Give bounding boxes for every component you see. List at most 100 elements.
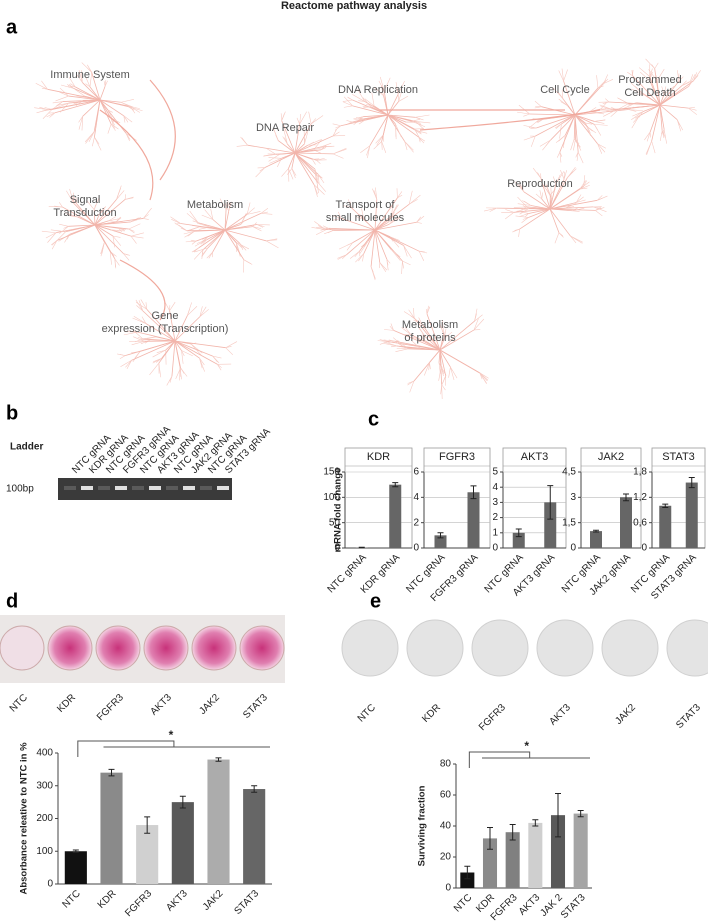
bar: [544, 502, 557, 548]
twig: [192, 220, 199, 224]
twig: [320, 147, 327, 151]
twig: [236, 144, 248, 147]
twig: [575, 138, 582, 151]
twig: [602, 101, 610, 104]
branch: [207, 229, 226, 249]
branch: [294, 143, 305, 154]
twig: [545, 139, 551, 147]
branch: [224, 214, 248, 231]
well-label: NTC: [356, 702, 378, 724]
twig: [314, 221, 326, 230]
twig: [354, 118, 364, 120]
branch: [294, 152, 318, 182]
twig: [358, 100, 365, 102]
branch: [387, 93, 399, 116]
twig: [404, 141, 414, 153]
twig: [420, 335, 426, 338]
twig: [123, 115, 126, 123]
twig: [225, 345, 232, 348]
twig: [388, 216, 398, 225]
y-tick-label: 6: [413, 467, 419, 478]
error-bar: [515, 528, 522, 538]
branch: [94, 224, 124, 254]
well: [239, 625, 285, 671]
twig: [130, 232, 144, 237]
branch: [294, 123, 312, 154]
twig: [110, 123, 115, 129]
twig: [321, 142, 332, 147]
twig: [426, 306, 431, 315]
y-tick-label: 3: [492, 497, 498, 508]
twig: [268, 157, 282, 159]
twig: [204, 209, 214, 220]
branch: [94, 199, 126, 226]
y-tick-label: 0: [570, 543, 576, 554]
twig: [130, 235, 137, 244]
branch: [574, 114, 598, 144]
twig: [107, 109, 113, 113]
twig: [411, 340, 421, 349]
twig: [415, 121, 431, 124]
branch: [536, 114, 576, 129]
well: [471, 619, 529, 677]
twig: [597, 197, 603, 201]
twig: [583, 175, 586, 187]
twig: [439, 323, 444, 335]
pathway-label: DNA Replication: [338, 84, 418, 96]
twig: [268, 153, 280, 162]
twig: [416, 215, 425, 223]
twig: [479, 372, 488, 382]
twig: [594, 119, 606, 122]
twig: [228, 202, 231, 212]
twig: [522, 217, 529, 220]
twig: [166, 376, 173, 386]
twig: [141, 316, 147, 324]
twig: [263, 154, 276, 157]
branch: [125, 340, 176, 356]
branch: [659, 104, 689, 109]
well-label: STAT3: [674, 702, 703, 731]
branch: [612, 104, 661, 111]
branch: [550, 114, 576, 141]
pathway-label: Gene: [152, 310, 179, 322]
twig: [572, 210, 580, 212]
twig: [661, 129, 665, 135]
y-axis-label: Absorbance releative to NTC in %: [19, 742, 30, 895]
twig: [448, 366, 451, 378]
twig: [579, 184, 590, 190]
branch: [195, 229, 226, 242]
pathway-label: small molecules: [326, 212, 405, 224]
twig: [210, 208, 214, 220]
twig: [603, 79, 614, 84]
twig: [397, 94, 399, 102]
twig: [225, 202, 230, 210]
twig: [212, 355, 220, 364]
twig: [576, 199, 586, 203]
twig: [140, 299, 148, 310]
branch: [526, 206, 551, 210]
twig: [269, 158, 282, 164]
branch: [264, 152, 296, 168]
branch: [198, 222, 226, 231]
twig: [395, 124, 402, 138]
twig: [128, 106, 143, 112]
pathway-label: Transport of: [336, 199, 396, 211]
twig: [489, 207, 497, 212]
well: [601, 619, 659, 677]
band: [81, 486, 93, 490]
branch: [146, 309, 176, 342]
twig: [59, 223, 69, 227]
branch: [186, 229, 226, 232]
branch: [519, 208, 551, 230]
twig: [558, 232, 564, 238]
twig: [133, 336, 145, 342]
twig: [239, 242, 244, 250]
twig: [375, 134, 384, 144]
twig: [539, 190, 543, 200]
twig: [474, 314, 483, 322]
branch: [275, 152, 296, 155]
twig: [688, 107, 698, 115]
branch: [174, 340, 226, 349]
chart-title: FGFR3: [439, 451, 475, 463]
twig: [403, 245, 412, 259]
